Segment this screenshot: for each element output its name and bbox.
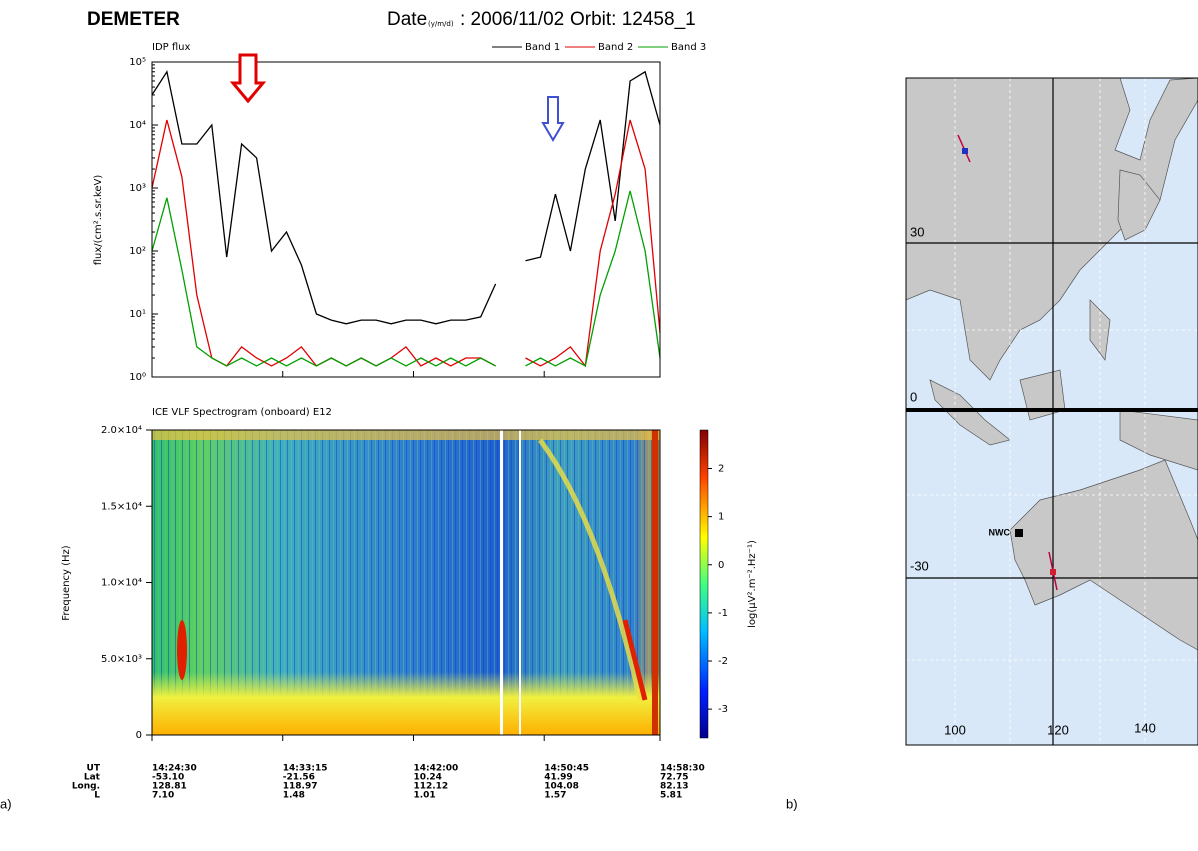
colorbar xyxy=(699,429,709,739)
x-tick-label: 118.97 xyxy=(283,782,318,792)
colorbar-tick-label: 1 xyxy=(718,512,724,523)
emission xyxy=(177,620,187,680)
panel-label: b) xyxy=(786,796,798,811)
spectrogram-edge xyxy=(652,430,658,735)
spectrogram-axes: 0 5.0×10³ 1.0×10⁴ 1.5×10⁴ 2.0×10⁴ UTLatLong.L… xyxy=(72,371,728,801)
whistler xyxy=(537,438,643,701)
colorbar-tick-label: 2 xyxy=(718,464,724,475)
lat-label: -30 xyxy=(910,558,929,573)
x-tick-label: 1.57 xyxy=(544,791,566,801)
panel-title: ICE VLF Spectrogram (onboard) E12 xyxy=(152,407,332,418)
x-tick-label: 14:33:15 xyxy=(283,764,328,774)
y-tick-label: 10² xyxy=(129,246,146,257)
land-sumatra xyxy=(929,379,1011,446)
land-new-guinea xyxy=(1119,409,1198,471)
x-row-title: UT xyxy=(87,764,101,774)
date-units: (y/m/d) xyxy=(428,20,454,28)
map: NWC 30 0 -30 100 120 140 xyxy=(905,77,1198,746)
mission: DEMETER xyxy=(87,9,180,30)
flux-panel: 10⁰ 10¹ 10² 10³ 10⁴ 10⁵ Band 1 Band 2 Band 3 xyxy=(129,42,706,383)
data-gap xyxy=(500,430,503,735)
y-tick-label: 10³ xyxy=(129,183,146,194)
y-tick-label: 10⁴ xyxy=(129,120,146,131)
x-tick-label: -21.56 xyxy=(283,773,315,783)
y-tick-label: 5.0×10³ xyxy=(101,654,142,665)
arrow-blue xyxy=(541,96,565,142)
y-tick-label: 1.5×10⁴ xyxy=(101,501,142,512)
colorbar-tick-label: 0 xyxy=(718,560,724,571)
lon-label: 100 xyxy=(944,722,966,737)
lon-label: 140 xyxy=(1134,720,1156,735)
x-tick-label: 1.48 xyxy=(283,791,305,801)
station-label: NWC xyxy=(989,527,1011,537)
x-tick-label: 14:58:30 xyxy=(660,764,705,774)
x-tick-label: 14:50:45 xyxy=(544,764,589,774)
arrow-red xyxy=(229,53,267,104)
legend-label: Band 1 xyxy=(525,42,560,53)
panel-label: a) xyxy=(0,796,12,811)
y-tick-label: 0 xyxy=(136,730,142,741)
whistler xyxy=(622,619,648,701)
spectrogram-band xyxy=(152,430,660,440)
y-tick-label: 1.0×10⁴ xyxy=(101,578,142,589)
spectrogram-band xyxy=(152,672,660,735)
colorbar-tick-label: -2 xyxy=(718,656,728,667)
map-frame xyxy=(905,77,1198,746)
lon-label: 120 xyxy=(1047,722,1069,737)
legend-label: Band 3 xyxy=(671,42,706,53)
y-tick-label: 2.0×10⁴ xyxy=(101,425,142,436)
x-tick-label: 112.12 xyxy=(413,782,448,792)
x-tick-label: 7.10 xyxy=(152,791,174,801)
lat-label: 30 xyxy=(910,224,924,239)
x-tick-label: 10.24 xyxy=(413,773,441,783)
y-axis-label: Frequency (Hz) xyxy=(61,545,72,621)
station-marker xyxy=(1015,529,1023,537)
y-tick-label: 10⁰ xyxy=(129,372,146,383)
x-tick-label: 82.13 xyxy=(660,782,688,792)
colorbar-tick-label: -1 xyxy=(718,608,728,619)
colorbar-tick-label: -3 xyxy=(718,704,728,715)
y-tick-label: 10¹ xyxy=(129,309,146,320)
x-tick-label: 14:24:30 xyxy=(152,764,197,774)
lat-label: 0 xyxy=(910,389,917,404)
orbit-point xyxy=(962,148,968,154)
series-line xyxy=(151,190,661,367)
x-tick-label: 128.81 xyxy=(152,782,187,792)
data-gap xyxy=(519,430,521,735)
y-axis-label: flux/(cm².s.sr.keV) xyxy=(93,175,104,266)
orbit: Orbit: 12458_1 xyxy=(570,9,696,30)
plot-frame xyxy=(151,61,661,378)
colorbar-label: log(µV².m⁻².Hz⁻¹) xyxy=(747,540,758,628)
land-australia xyxy=(1009,459,1198,651)
x-tick-label: 5.81 xyxy=(660,791,682,801)
x-row-title: L xyxy=(94,791,100,801)
x-tick-label: 72.75 xyxy=(660,773,688,783)
land-asia xyxy=(905,77,1198,381)
x-row-title: Long. xyxy=(72,782,100,792)
date-label: Date xyxy=(387,9,427,30)
y-tick-label: 10⁵ xyxy=(129,57,146,68)
date: : 2006/11/02 xyxy=(460,9,564,30)
x-tick-label: 14:42:00 xyxy=(413,764,458,774)
x-tick-label: -53.10 xyxy=(152,773,184,783)
series-line xyxy=(151,70,661,325)
x-tick-label: 104.08 xyxy=(544,782,579,792)
orbit-point xyxy=(1050,569,1056,575)
legend-label: Band 2 xyxy=(598,42,633,53)
x-row-title: Lat xyxy=(84,773,101,783)
x-tick-label: 41.99 xyxy=(544,773,572,783)
panel-title: IDP flux xyxy=(152,42,190,53)
x-tick-label: 1.01 xyxy=(413,791,435,801)
